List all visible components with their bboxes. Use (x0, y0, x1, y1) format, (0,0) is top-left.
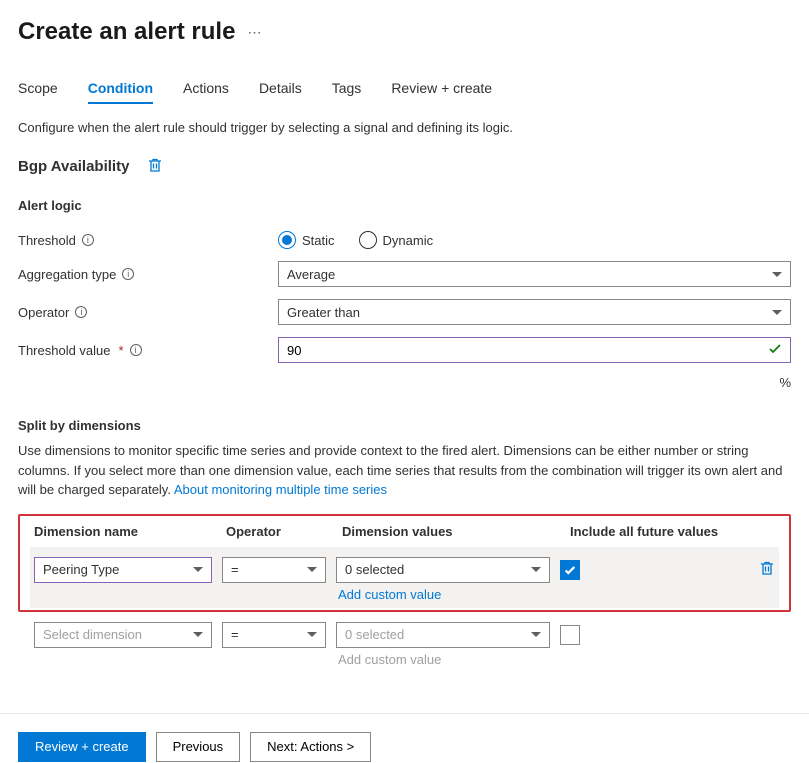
delete-dimension-icon[interactable] (759, 560, 775, 579)
info-icon[interactable]: i (82, 234, 94, 246)
chevron-down-icon (772, 272, 782, 277)
info-icon[interactable]: i (130, 344, 142, 356)
dimensions-description: Use dimensions to monitor specific time … (18, 441, 791, 500)
threshold-value-input[interactable] (278, 337, 791, 363)
col-header-operator: Operator (226, 524, 342, 539)
dimension-row: Select dimension = 0 selected Add custom… (30, 612, 779, 673)
dimension-name-select[interactable]: Peering Type (34, 557, 212, 583)
signal-name: Bgp Availability (18, 158, 129, 175)
tab-scope[interactable]: Scope (18, 74, 58, 102)
tab-condition[interactable]: Condition (88, 74, 153, 102)
dimension-name-value: Peering Type (43, 562, 119, 577)
include-future-checkbox[interactable] (560, 560, 580, 580)
dimension-name-value: Select dimension (43, 627, 142, 642)
aggregation-label: Aggregation type (18, 267, 116, 282)
dimension-operator-value: = (231, 562, 239, 577)
chevron-down-icon (531, 632, 541, 637)
add-custom-value-link: Add custom value (338, 652, 775, 667)
previous-button[interactable]: Previous (156, 732, 241, 762)
dimensions-heading: Split by dimensions (18, 418, 791, 433)
dimension-row: Peering Type = 0 selected (30, 547, 779, 608)
operator-label: Operator (18, 305, 69, 320)
radio-unchecked-icon (359, 231, 377, 249)
dimension-operator-select[interactable]: = (222, 622, 326, 648)
chevron-down-icon (531, 567, 541, 572)
col-header-name: Dimension name (34, 524, 226, 539)
operator-select[interactable]: Greater than (278, 299, 791, 325)
radio-label-static: Static (302, 233, 335, 248)
add-custom-value-link[interactable]: Add custom value (338, 587, 775, 602)
delete-signal-icon[interactable] (147, 157, 163, 176)
dimensions-help-link[interactable]: About monitoring multiple time series (174, 482, 387, 497)
more-menu-icon[interactable]: ⋯ (247, 24, 263, 41)
threshold-dynamic-radio[interactable]: Dynamic (359, 231, 434, 249)
dimensions-highlight-box: Dimension name Operator Dimension values… (18, 514, 791, 612)
include-future-checkbox[interactable] (560, 625, 580, 645)
dimension-operator-value: = (231, 627, 239, 642)
dimension-name-select[interactable]: Select dimension (34, 622, 212, 648)
dimension-values-select[interactable]: 0 selected (336, 557, 550, 583)
dimension-operator-select[interactable]: = (222, 557, 326, 583)
required-marker: * (119, 343, 124, 358)
chevron-down-icon (193, 632, 203, 637)
chevron-down-icon (193, 567, 203, 572)
valid-check-icon (767, 341, 783, 360)
tab-tags[interactable]: Tags (332, 74, 362, 102)
col-header-values: Dimension values (342, 524, 570, 539)
unit-label: % (18, 375, 791, 390)
threshold-static-radio[interactable]: Static (278, 231, 335, 249)
chevron-down-icon (307, 567, 317, 572)
next-button[interactable]: Next: Actions > (250, 732, 371, 762)
tab-details[interactable]: Details (259, 74, 302, 102)
info-icon[interactable]: i (122, 268, 134, 280)
operator-value: Greater than (287, 305, 360, 320)
dimension-values-select[interactable]: 0 selected (336, 622, 550, 648)
review-create-button[interactable]: Review + create (18, 732, 146, 762)
dimension-values-text: 0 selected (345, 627, 404, 642)
footer: Review + create Previous Next: Actions > (0, 713, 809, 762)
page-title: Create an alert rule (18, 18, 235, 46)
aggregation-value: Average (287, 267, 335, 282)
chevron-down-icon (307, 632, 317, 637)
radio-checked-icon (278, 231, 296, 249)
col-header-future: Include all future values (570, 524, 775, 539)
tab-review-create[interactable]: Review + create (391, 74, 492, 102)
info-icon[interactable]: i (75, 306, 87, 318)
threshold-value-label: Threshold value (18, 343, 111, 358)
radio-label-dynamic: Dynamic (383, 233, 434, 248)
alert-logic-heading: Alert logic (18, 198, 791, 213)
threshold-label: Threshold (18, 233, 76, 248)
tab-description: Configure when the alert rule should tri… (18, 120, 791, 135)
threshold-radio-group: Static Dynamic (278, 231, 791, 249)
aggregation-select[interactable]: Average (278, 261, 791, 287)
chevron-down-icon (772, 310, 782, 315)
tab-actions[interactable]: Actions (183, 74, 229, 102)
dimension-values-text: 0 selected (345, 562, 404, 577)
tabs: Scope Condition Actions Details Tags Rev… (18, 74, 791, 102)
